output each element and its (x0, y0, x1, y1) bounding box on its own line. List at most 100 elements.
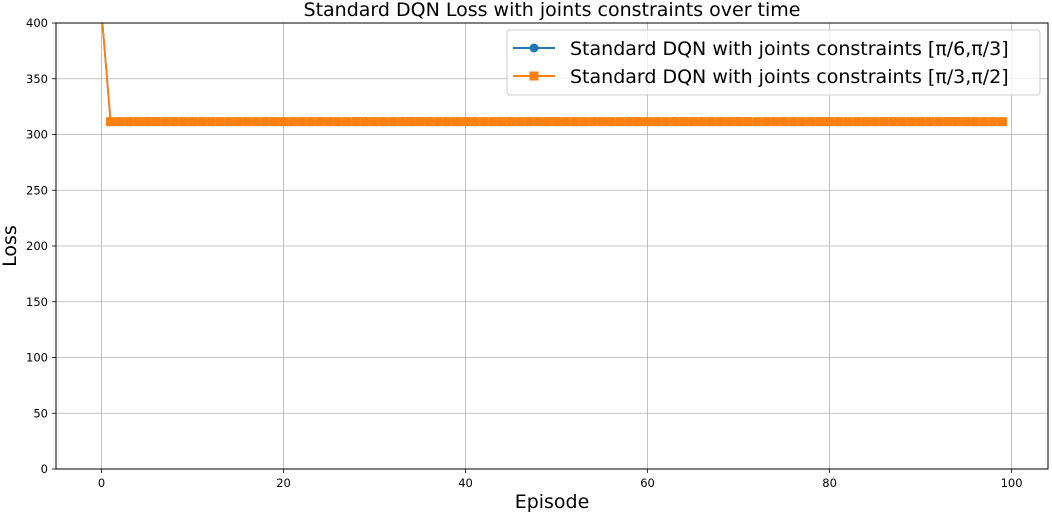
series-2-point (215, 117, 225, 127)
chart-title: Standard DQN Loss with joints constraint… (304, 0, 801, 21)
series-2-point (351, 117, 361, 127)
series-2-point (233, 117, 243, 127)
series-2-point (688, 117, 698, 127)
series-2-point (788, 117, 798, 127)
x-axis-label: Episode (515, 491, 590, 513)
series-2-point (615, 117, 625, 127)
series-2-point (679, 117, 689, 127)
series-2-point (643, 117, 653, 127)
series-2-point (524, 117, 534, 127)
series-2-point (515, 117, 525, 127)
series-2-point (734, 117, 744, 127)
series-2-point (806, 117, 816, 127)
series-2-point (306, 117, 316, 127)
series-2-point (169, 117, 179, 127)
series-2-point (461, 117, 471, 127)
series-2-point (843, 117, 853, 127)
series-2-point (970, 117, 980, 127)
series-2-point (797, 117, 807, 127)
series-2-point (961, 117, 971, 127)
series-2-point (124, 117, 134, 127)
series-2-point (451, 117, 461, 127)
series-2-point (779, 117, 789, 127)
series-2 (101, 23, 1007, 127)
y-tick-label: 300 (26, 128, 48, 142)
series-2-point (761, 117, 771, 127)
series-2-point (852, 117, 862, 127)
series-2-point (251, 117, 261, 127)
series-2-point (561, 117, 571, 127)
series-2-point (342, 117, 352, 127)
series-2-point (360, 117, 370, 127)
legend: Standard DQN with joints constraints [π/… (506, 29, 1041, 96)
legend-label-series-1: Standard DQN with joints constraints [π/… (570, 38, 1009, 60)
y-tick-label: 100 (26, 351, 48, 365)
series-2-point (952, 117, 962, 127)
x-tick-label: 80 (822, 476, 837, 490)
series-2-point (397, 117, 407, 127)
series-2-point (597, 117, 607, 127)
x-tick-label: 60 (640, 476, 655, 490)
series-2-point (242, 117, 252, 127)
series-2-point (743, 117, 753, 127)
series-2-point (943, 117, 953, 127)
x-tick-label: 20 (276, 476, 291, 490)
y-tick-label: 400 (26, 16, 48, 30)
series-2-point (160, 117, 170, 127)
series-2-point (934, 117, 944, 127)
series-2-point (115, 117, 125, 127)
series-2-point (197, 117, 207, 127)
series-2-point (542, 117, 552, 127)
series-1-point (97, 7, 106, 16)
series-2-point (206, 117, 216, 127)
x-tick-label: 40 (458, 476, 473, 490)
series-2-point (470, 117, 480, 127)
series-2-point (142, 117, 152, 127)
y-axis-label: Loss (0, 225, 21, 267)
series-2-point (997, 117, 1007, 127)
series-2-point (488, 117, 498, 127)
series-2-point (870, 117, 880, 127)
series-2-point (442, 117, 452, 127)
series-2-line (101, 23, 1003, 123)
series-2-point (297, 117, 307, 127)
series-2-point (415, 117, 425, 127)
series-2-point (333, 117, 343, 127)
y-tick-label: 350 (26, 72, 48, 86)
series-2-point (406, 117, 416, 127)
series-2-point (151, 117, 161, 127)
series-2-point (633, 117, 643, 127)
series-2-point (533, 117, 543, 127)
y-axis-ticks: 0 50 100 150 200 250 300 350 400 (26, 16, 56, 476)
plot-area (97, 7, 1007, 127)
series-2-point (624, 117, 634, 127)
series-2-point (979, 117, 989, 127)
series-2-point (606, 117, 616, 127)
series-2-point (988, 117, 998, 127)
series-2-point (279, 117, 289, 127)
series-2-point (925, 117, 935, 127)
y-tick-label: 150 (26, 295, 48, 309)
y-tick-label: 200 (26, 239, 48, 253)
series-2-point (324, 117, 334, 127)
series-2-point (834, 117, 844, 127)
x-axis-ticks: 0 20 40 60 80 100 (98, 469, 1023, 490)
series-2-point (506, 117, 516, 127)
series-2-point (906, 117, 916, 127)
legend-box (506, 29, 1041, 96)
series-2-point (370, 117, 380, 127)
series-2-point (879, 117, 889, 127)
series-2-point (770, 117, 780, 127)
legend-label-series-2: Standard DQN with joints constraints [π/… (570, 66, 1009, 88)
x-tick-label: 100 (1001, 476, 1023, 490)
series-2-point (497, 117, 507, 127)
series-2-point (188, 117, 198, 127)
series-2-point (715, 117, 725, 127)
series-2-point (652, 117, 662, 127)
series-2-point (269, 117, 279, 127)
series-2-point (288, 117, 298, 127)
series-2-point (888, 117, 898, 127)
series-2-point (916, 117, 926, 127)
series-2-point (552, 117, 562, 127)
series-2-point (706, 117, 716, 127)
